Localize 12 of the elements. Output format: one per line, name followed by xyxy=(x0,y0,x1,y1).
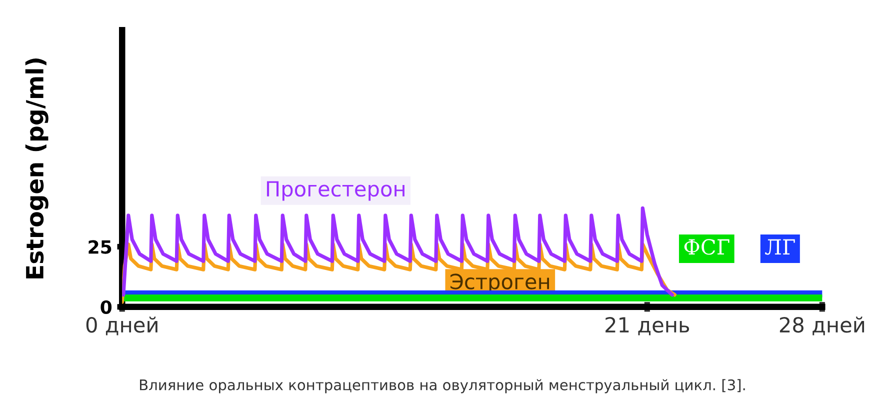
line-series xyxy=(122,206,674,297)
x-tick-label: 0 дней xyxy=(86,316,158,336)
y-tick-label: 25 xyxy=(88,240,112,254)
x-tick-label: 21 день xyxy=(606,316,690,336)
y-axis-title: Estrogen (pg/ml) xyxy=(25,58,48,278)
series-label: ЛГ xyxy=(765,239,795,255)
series-label: Прогестерон xyxy=(266,181,404,201)
y-tick-label: 0 xyxy=(100,300,112,314)
text: Влияние оральных контрацептивов на овуляторный менструальный цикл. [3]. xyxy=(140,379,745,394)
text: ФСГ xyxy=(684,239,730,255)
series-label: Эстроген xyxy=(450,274,549,294)
x-tick-label: 28 дней xyxy=(780,316,864,336)
